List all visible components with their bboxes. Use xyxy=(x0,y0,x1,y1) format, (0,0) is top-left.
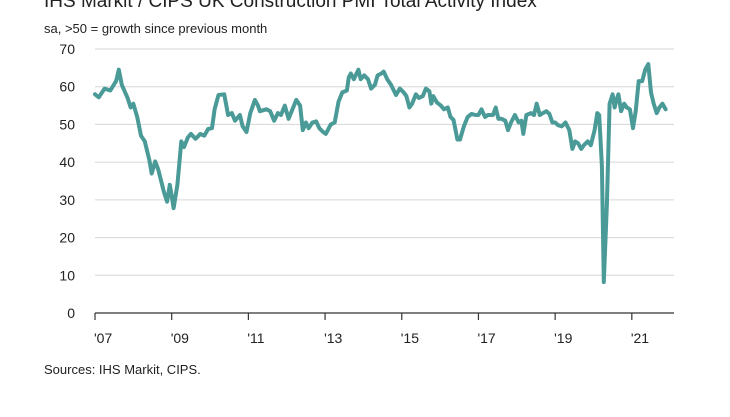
y-tick-label: 50 xyxy=(59,116,75,132)
y-tick-label: 20 xyxy=(59,230,75,246)
x-tick-label: '15 xyxy=(401,330,419,346)
x-tick-label: '11 xyxy=(247,330,264,346)
x-axis: '07 '09 '11 '13 '15 '17 '19 '21 xyxy=(94,312,674,346)
x-tick-label: '09 xyxy=(171,330,189,346)
gridlines xyxy=(95,48,674,276)
x-tick-label: '17 xyxy=(477,330,495,346)
series-group xyxy=(93,62,668,285)
x-tick-label: '13 xyxy=(324,330,342,346)
series-line xyxy=(93,62,668,285)
y-tick-label: 60 xyxy=(59,79,75,95)
y-tick-label: 40 xyxy=(59,154,75,170)
y-tick-label: 30 xyxy=(59,192,75,208)
x-tick-label: '07 xyxy=(94,330,112,346)
chart-source: Sources: IHS Markit, CIPS. xyxy=(44,362,201,377)
y-axis-tick-labels: 0 10 20 30 40 50 60 70 xyxy=(59,41,75,321)
chart-title: IHS Markit / CIPS UK Construction PMI To… xyxy=(44,0,537,12)
x-tick-label: '19 xyxy=(554,330,572,346)
chart-subtitle: sa, >50 = growth since previous month xyxy=(44,21,268,36)
y-tick-label: 10 xyxy=(59,267,75,283)
x-tick-label: '21 xyxy=(631,330,649,346)
y-tick-label: 0 xyxy=(67,305,75,321)
y-tick-label: 70 xyxy=(59,41,75,57)
